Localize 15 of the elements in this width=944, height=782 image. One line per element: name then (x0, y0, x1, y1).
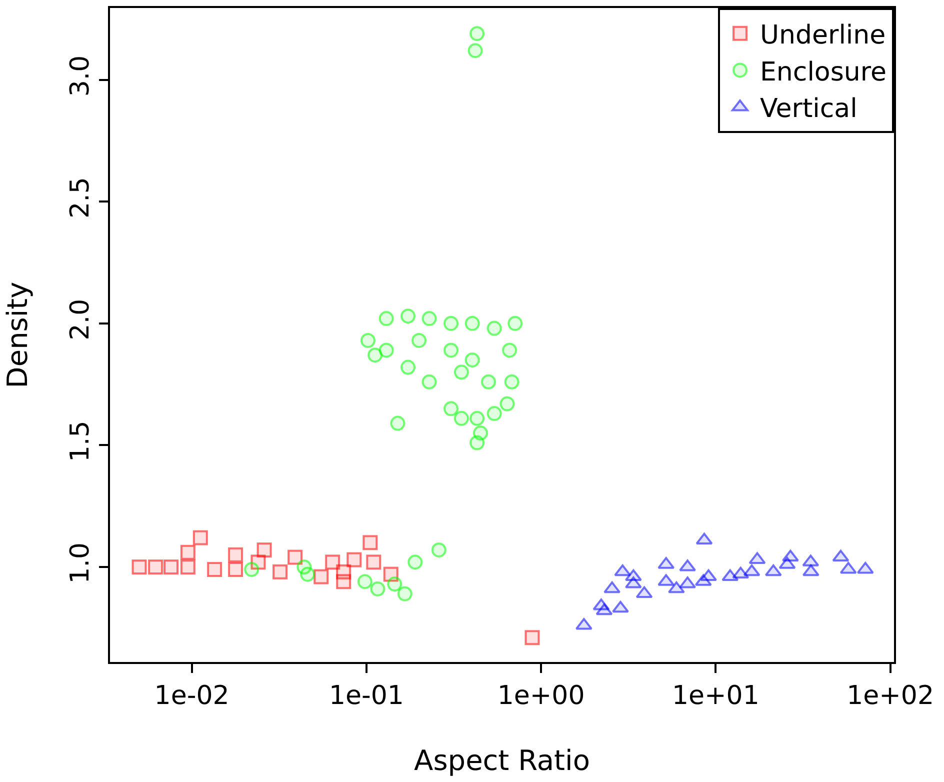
x-tick-label: 1e+00 (497, 681, 585, 712)
y-axis-title: Density (0, 282, 34, 388)
x-tick-label: 1e+01 (672, 681, 760, 712)
y-tick-label: 2.5 (66, 177, 96, 218)
legend-label: Underline (760, 20, 886, 51)
y-tick-label: 1.0 (66, 542, 96, 584)
x-axis-title: Aspect Ratio (414, 744, 590, 777)
x-tick-label: 1e+02 (846, 681, 934, 712)
x-tick-label: 1e-01 (328, 681, 404, 712)
legend-label: Vertical (760, 94, 858, 124)
y-tick-label: 3.0 (66, 55, 96, 97)
legend-label: Enclosure (760, 57, 886, 88)
y-tick-label: 2.0 (66, 298, 96, 340)
x-tick-label: 1e-02 (154, 681, 230, 712)
y-tick-label: 1.5 (66, 420, 96, 462)
